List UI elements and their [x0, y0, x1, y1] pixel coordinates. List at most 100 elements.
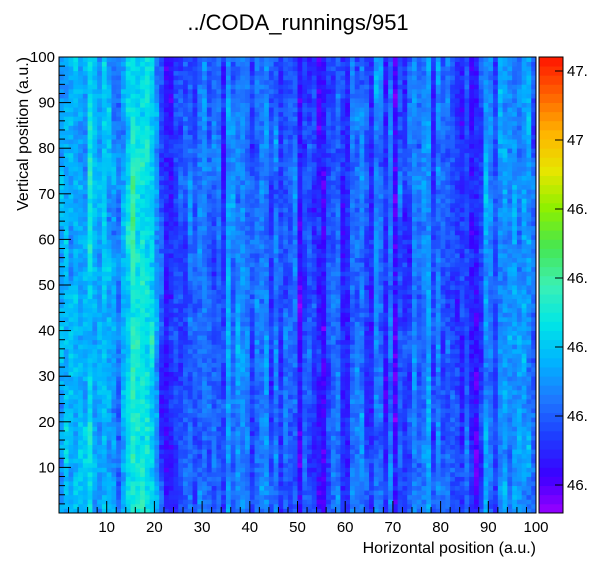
heatmap-cell: [140, 412, 146, 418]
heatmap-cell: [106, 467, 112, 473]
heatmap-cell: [264, 307, 270, 313]
heatmap-cell: [225, 508, 232, 514]
heatmap-cell: [192, 307, 198, 313]
heatmap-cell: [97, 367, 103, 373]
heatmap-cell: [249, 307, 255, 313]
heatmap-cell: [230, 421, 236, 427]
heatmap-cell: [168, 426, 174, 432]
heatmap-cell: [101, 266, 108, 272]
heatmap-cell: [235, 88, 241, 94]
heatmap-cell: [254, 326, 260, 331]
heatmap-cell: [149, 116, 155, 122]
heatmap-cell: [121, 403, 127, 409]
heatmap-cell: [163, 134, 170, 140]
heatmap-cell: [192, 417, 198, 423]
heatmap-cell: [125, 289, 131, 295]
heatmap-cell: [225, 266, 232, 272]
heatmap-cell: [101, 444, 108, 450]
heatmap-cell: [197, 321, 203, 327]
heatmap-cell: [92, 70, 98, 76]
heatmap-cell: [178, 294, 184, 300]
heatmap-cell: [168, 408, 174, 414]
heatmap-cell: [92, 107, 98, 113]
heatmap-cell: [73, 471, 79, 477]
heatmap-cell: [116, 221, 122, 227]
heatmap-cell: [197, 257, 203, 263]
heatmap-cell: [87, 61, 93, 67]
heatmap-cell: [149, 225, 155, 231]
heatmap-cell: [202, 335, 208, 341]
heatmap-cell: [216, 289, 222, 295]
heatmap-cell: [183, 458, 189, 464]
heatmap-cell: [125, 198, 131, 204]
heatmap-cell: [92, 198, 98, 204]
heatmap-cell: [125, 335, 131, 341]
heatmap-cell: [225, 399, 232, 404]
heatmap-cell: [97, 111, 103, 117]
heatmap-cell: [187, 266, 193, 272]
heatmap-cell: [202, 221, 208, 227]
heatmap-cell: [78, 262, 84, 268]
heatmap-cell: [183, 248, 189, 254]
heatmap-cell: [92, 161, 98, 167]
heatmap-cell: [259, 239, 265, 245]
heatmap-cell: [245, 193, 251, 199]
heatmap-cell: [206, 490, 213, 496]
heatmap-cell: [149, 212, 155, 217]
heatmap-cell: [92, 307, 98, 313]
heatmap-cell: [211, 161, 217, 167]
heatmap-cell: [68, 316, 74, 322]
heatmap-cell: [111, 230, 117, 236]
heatmap-cell: [130, 426, 136, 432]
heatmap-cell: [125, 307, 131, 313]
heatmap-cell: [97, 399, 103, 404]
heatmap-cell: [192, 102, 198, 108]
heatmap-cell: [106, 435, 112, 441]
heatmap-cell: [97, 262, 103, 268]
heatmap-cell: [278, 435, 284, 441]
heatmap-cell: [140, 243, 146, 249]
heatmap-cell: [101, 198, 108, 204]
heatmap-cell: [144, 458, 151, 464]
heatmap-cell: [264, 357, 270, 363]
heatmap-cell: [116, 307, 122, 313]
heatmap-cell: [235, 275, 241, 281]
heatmap-cell: [97, 166, 103, 172]
heatmap-cell: [249, 362, 255, 368]
heatmap-cell: [121, 399, 127, 404]
heatmap-cell: [254, 421, 260, 427]
heatmap-cell: [211, 435, 217, 441]
heatmap-cell: [59, 339, 65, 345]
heatmap-cell: [59, 93, 65, 99]
heatmap-cell: [225, 125, 232, 131]
heatmap-cell: [221, 389, 227, 395]
heatmap-cell: [140, 385, 146, 391]
heatmap-cell: [264, 426, 270, 432]
heatmap-cell: [168, 275, 174, 281]
heatmap-cell: [149, 380, 155, 386]
heatmap-cell: [121, 129, 127, 135]
heatmap-cell: [254, 339, 260, 345]
heatmap-cell: [173, 412, 179, 418]
heatmap-cell: [264, 184, 270, 190]
heatmap-cell: [149, 152, 155, 158]
heatmap-cell: [216, 98, 222, 103]
heatmap-cell: [97, 312, 103, 318]
heatmap-cell: [97, 435, 103, 441]
heatmap-cell: [183, 171, 189, 176]
heatmap-cell: [87, 148, 93, 154]
heatmap-cell: [68, 471, 74, 477]
heatmap-cell: [82, 75, 89, 81]
heatmap-cell: [68, 389, 74, 395]
heatmap-cell: [68, 357, 74, 363]
heatmap-cell: [173, 271, 179, 277]
heatmap-cell: [221, 143, 227, 149]
heatmap-cell: [73, 102, 79, 108]
heatmap-cell: [87, 326, 93, 331]
heatmap-cell: [221, 417, 227, 423]
heatmap-cell: [106, 253, 112, 259]
heatmap-cell: [268, 139, 275, 145]
heatmap-cell: [221, 494, 227, 500]
heatmap-cell: [173, 453, 179, 459]
heatmap-cell: [221, 198, 227, 204]
